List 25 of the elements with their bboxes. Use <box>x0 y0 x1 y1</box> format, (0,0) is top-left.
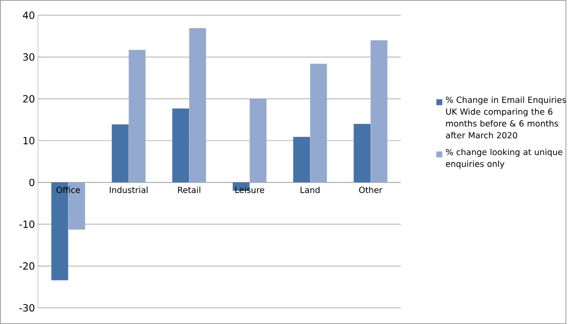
bar <box>310 64 327 182</box>
y-tick-label: 40 <box>22 11 34 19</box>
bar <box>354 124 370 182</box>
legend-label: % Change in Email Enquiries UK Wide comparing the 6 months before & 6 months after March 2020 <box>446 96 566 138</box>
legend-label: % change looking at unique enquiries only <box>446 148 562 169</box>
y-tick-label: 0 <box>29 178 34 186</box>
bar <box>293 136 310 182</box>
x-tick-label: Land <box>300 186 320 194</box>
x-tick-label: Other <box>359 186 382 194</box>
bar <box>189 28 206 182</box>
y-tick-label: -10 <box>19 220 34 228</box>
y-tick-label: 10 <box>24 136 34 144</box>
bar <box>112 124 129 182</box>
y-tick-label: 30 <box>23 53 34 61</box>
bar <box>370 40 388 182</box>
bar <box>250 98 266 182</box>
x-tick-label: Industrial <box>110 186 148 194</box>
x-tick-label: Leisure <box>235 186 264 194</box>
y-tick-label: -30 <box>19 304 34 312</box>
bar <box>128 50 146 182</box>
bar <box>172 108 190 182</box>
x-tick-label: Retail <box>178 186 200 194</box>
y-tick-label: -20 <box>19 262 34 270</box>
y-tick-label: 20 <box>23 95 34 103</box>
x-tick-label: Office <box>56 186 80 194</box>
